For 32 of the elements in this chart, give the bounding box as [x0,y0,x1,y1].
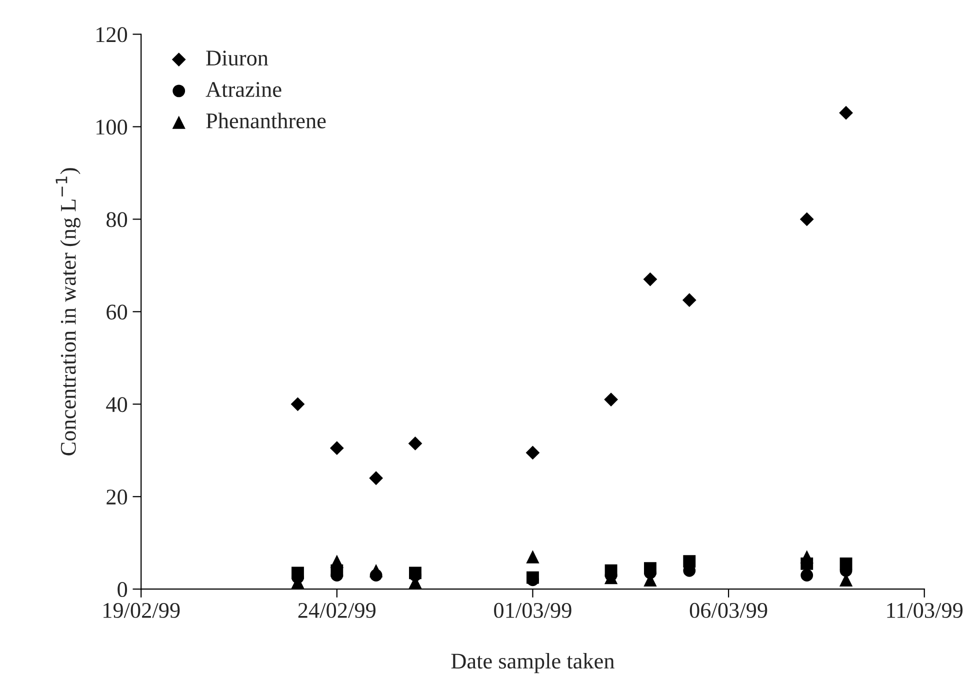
point [839,106,853,120]
legend-label: Diuron [206,50,268,66]
point [682,293,696,308]
y-tick-label: 0 [118,582,128,598]
x-tick-label: 06/03/99 [690,602,768,618]
y-tick-label: 20 [106,490,128,505]
y-tick-label: 120 [96,27,128,42]
legend-label: Phenanthrene [206,112,326,128]
x-tick-label: 11/03/99 [887,602,963,618]
point [800,550,814,564]
point [369,564,383,578]
point [604,392,618,406]
point [330,441,344,456]
point [290,397,305,412]
point [643,272,658,286]
x-tick-label: 19/02/99 [104,602,180,618]
point [408,436,422,450]
point [800,569,814,582]
x-axis-title: Date sample taken [451,653,614,674]
y-tick-label: 40 [106,397,128,412]
y-tick-label: 60 [106,304,128,320]
y-axis-title: Concentration in water (ng L$^{−1}$) [56,168,80,456]
y-tick-label: 100 [96,120,128,135]
x-tick-label: 24/02/99 [298,602,376,618]
point [800,212,814,226]
point [526,446,540,460]
x-tick-label: 01/03/99 [494,602,572,618]
legend-label: Atrazine [206,82,282,97]
point [330,554,344,568]
point [369,471,384,486]
point [526,550,540,564]
y-tick-label: 80 [106,212,128,228]
